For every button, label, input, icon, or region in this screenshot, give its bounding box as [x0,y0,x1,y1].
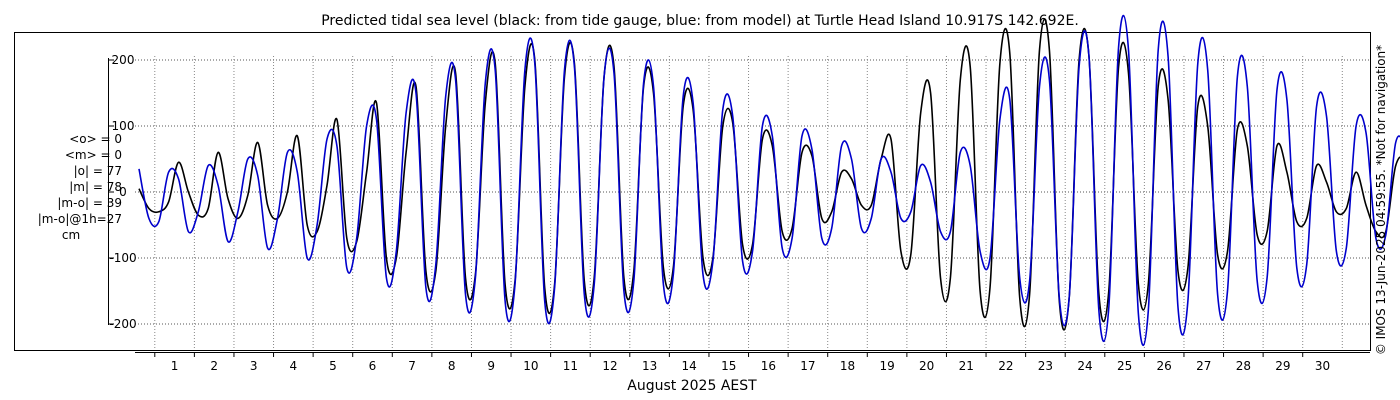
x-tick-label: 18 [840,359,855,373]
x-tick-label: 16 [761,359,776,373]
x-tick-label: 12 [602,359,617,373]
x-tick-label: 1 [171,359,179,373]
x-tick-label: 4 [290,359,298,373]
chart-title: Predicted tidal sea level (black: from t… [321,13,1079,29]
y-ticks: -200 -100 0 100 200 [108,53,137,331]
x-tick-label: 7 [408,359,416,373]
y-tick-label: 0 [119,185,127,199]
x-tick-label: 27 [1196,359,1211,373]
x-tick-label: 28 [1236,359,1251,373]
plot-frame [14,32,1371,351]
x-tick-label: 25 [1117,359,1132,373]
stat-abs-diff: |m-o| = 39 [57,196,122,210]
x-tick-label: 9 [487,359,495,373]
credit-text: © IMOS 13-Jun-2025 04:59:55. *Not for na… [1374,44,1388,356]
stats-panel: <o> = 0 <m> = 0 |o| = 77 |m| = 78 |m-o| … [0,131,122,243]
stat-unit: cm [61,228,81,242]
x-tick-label: 20 [919,359,934,373]
x-tick-label: 14 [682,359,697,373]
x-tick-label: 6 [369,359,377,373]
stat-abs-model: |m| = 78 [69,180,122,194]
y-tick-label: -100 [109,251,136,265]
y-tick-label: 200 [112,53,135,67]
series-layer [138,14,1400,347]
x-tick-label: 2 [210,359,218,373]
x-ticks: 1 2 3 4 5 6 7 8 9 10 11 12 13 14 15 16 17 18 19 20 21 22 23 24 2… [154,352,1330,373]
x-tick-label: 8 [448,359,456,373]
x-tick-label: 15 [721,359,736,373]
x-tick-label: 23 [1038,359,1053,373]
series-line-model [138,14,1400,347]
x-tick-label: 10 [523,359,538,373]
y-tick-label: -200 [109,317,136,331]
stat-abs-diff-1h: |m-o|@1h=27 [37,212,122,226]
series-line-tide-gauge [138,18,1400,331]
x-tick-label: 13 [642,359,657,373]
x-tick-label: 26 [1157,359,1172,373]
stat-abs-obs: |o| = 77 [73,164,122,178]
x-tick-label: 22 [998,359,1013,373]
y-tick-label: 100 [112,119,135,133]
x-tick-label: 29 [1275,359,1290,373]
x-tick-label: 21 [959,359,974,373]
x-tick-label: 5 [329,359,337,373]
x-tick-label: 11 [563,359,578,373]
grid-lines [135,56,1370,350]
x-tick-label: 3 [250,359,258,373]
stat-mean-model: <m> = 0 [64,148,122,162]
x-tick-label: 19 [879,359,894,373]
x-tick-label: 17 [800,359,815,373]
x-tick-label: 24 [1077,359,1092,373]
stat-mean-obs: <o> = 0 [69,132,122,146]
x-tick-label: 30 [1315,359,1330,373]
x-axis-label: August 2025 AEST [627,378,757,394]
